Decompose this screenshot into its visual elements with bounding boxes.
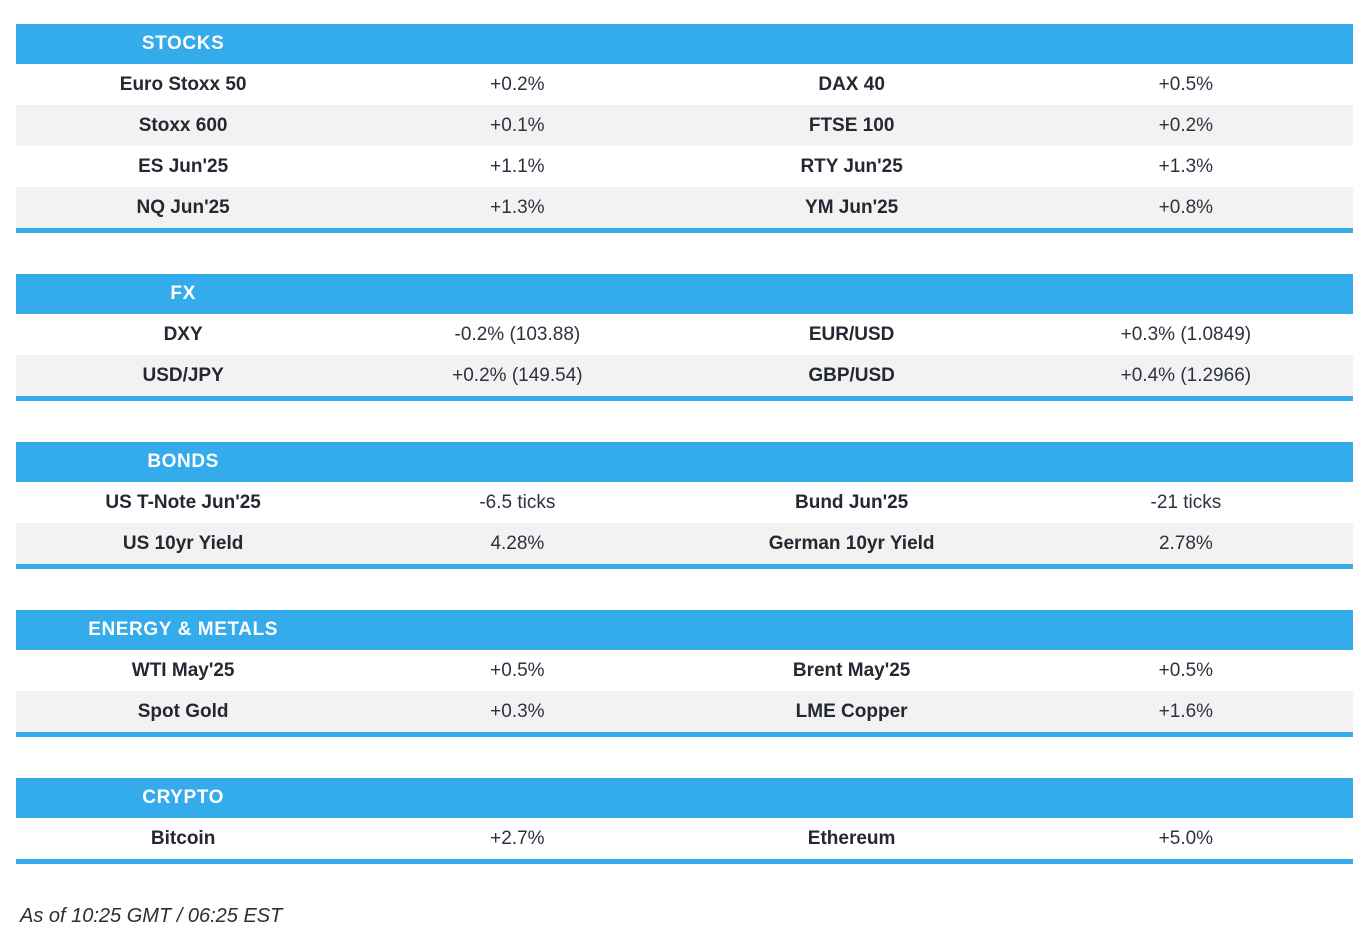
instrument-value: +0.3% (1.0849) xyxy=(1120,323,1252,345)
table-row: DXY -0.2% (103.88) EUR/USD +0.3% (1.0849… xyxy=(16,314,1353,355)
instrument-value: +5.0% xyxy=(1158,827,1214,849)
section-header: ENERGY & METALS xyxy=(16,610,1353,650)
instrument-label: FTSE 100 xyxy=(808,114,895,136)
instrument-value: +1.6% xyxy=(1158,700,1214,722)
section-bonds: BONDS US T-Note Jun'25 -6.5 ticks Bund J… xyxy=(16,442,1353,569)
table-row: US 10yr Yield 4.28% German 10yr Yield 2.… xyxy=(16,523,1353,564)
instrument-label: Stoxx 600 xyxy=(138,114,228,136)
table-row: WTI May'25 +0.5% Brent May'25 +0.5% xyxy=(16,650,1353,691)
instrument-value: +0.3% xyxy=(490,700,545,722)
table-row: USD/JPY +0.2% (149.54) GBP/USD +0.4% (1.… xyxy=(16,355,1353,396)
instrument-value: 4.28% xyxy=(490,532,545,554)
section-header: STOCKS xyxy=(16,24,1353,64)
instrument-label: Bund Jun'25 xyxy=(795,491,909,513)
as-of-timestamp: As of 10:25 GMT / 06:25 EST xyxy=(20,905,283,927)
instrument-label: USD/JPY xyxy=(142,364,224,386)
market-summary-table: STOCKS Euro Stoxx 50 +0.2% DAX 40 +0.5% … xyxy=(16,0,1353,864)
instrument-label: Ethereum xyxy=(807,827,896,849)
instrument-value: -21 ticks xyxy=(1150,491,1222,513)
instrument-label: Euro Stoxx 50 xyxy=(119,73,247,95)
section-title: ENERGY & METALS xyxy=(88,619,279,640)
instrument-value: -0.2% (103.88) xyxy=(454,323,581,345)
instrument-value: +0.5% xyxy=(490,659,545,681)
table-row: Spot Gold +0.3% LME Copper +1.6% xyxy=(16,691,1353,732)
section-stocks: STOCKS Euro Stoxx 50 +0.2% DAX 40 +0.5% … xyxy=(16,24,1353,233)
instrument-label: US 10yr Yield xyxy=(122,532,244,554)
instrument-label: US T-Note Jun'25 xyxy=(105,491,261,513)
section-header: FX xyxy=(16,274,1353,314)
section-title: FX xyxy=(170,283,196,304)
instrument-label: German 10yr Yield xyxy=(768,532,935,554)
instrument-label: Spot Gold xyxy=(137,700,229,722)
table-row: Euro Stoxx 50 +0.2% DAX 40 +0.5% xyxy=(16,64,1353,105)
section-title: BONDS xyxy=(147,451,219,472)
instrument-value: +0.1% xyxy=(490,114,545,136)
instrument-label: NQ Jun'25 xyxy=(136,196,230,218)
instrument-label: Brent May'25 xyxy=(792,659,911,681)
section-header: BONDS xyxy=(16,442,1353,482)
instrument-value: +1.3% xyxy=(490,196,545,218)
instrument-label: Bitcoin xyxy=(150,827,216,849)
table-row: Bitcoin +2.7% Ethereum +5.0% xyxy=(16,818,1353,859)
instrument-value: +0.4% (1.2966) xyxy=(1120,364,1252,386)
instrument-value: +1.1% xyxy=(490,155,545,177)
instrument-value: +0.5% xyxy=(1158,659,1214,681)
instrument-label: ES Jun'25 xyxy=(138,155,229,177)
table-row: NQ Jun'25 +1.3% YM Jun'25 +0.8% xyxy=(16,187,1353,228)
table-row: Stoxx 600 +0.1% FTSE 100 +0.2% xyxy=(16,105,1353,146)
instrument-value: 2.78% xyxy=(1158,532,1213,554)
instrument-value: +0.2% xyxy=(1158,114,1214,136)
instrument-value: +0.2% xyxy=(490,73,545,95)
section-energy-metals: ENERGY & METALS WTI May'25 +0.5% Brent M… xyxy=(16,610,1353,737)
instrument-label: YM Jun'25 xyxy=(805,196,899,218)
section-fx: FX DXY -0.2% (103.88) EUR/USD +0.3% (1.0… xyxy=(16,274,1353,401)
instrument-label: EUR/USD xyxy=(808,323,895,345)
instrument-value: +0.8% xyxy=(1158,196,1214,218)
instrument-label: GBP/USD xyxy=(808,364,895,386)
instrument-label: WTI May'25 xyxy=(131,659,235,681)
table-row: US T-Note Jun'25 -6.5 ticks Bund Jun'25 … xyxy=(16,482,1353,523)
instrument-label: LME Copper xyxy=(795,700,908,722)
section-crypto: CRYPTO Bitcoin +2.7% Ethereum +5.0% xyxy=(16,778,1353,864)
instrument-value: +0.2% (149.54) xyxy=(452,364,583,386)
instrument-label: DAX 40 xyxy=(818,73,885,95)
section-title: STOCKS xyxy=(141,33,225,54)
section-title: CRYPTO xyxy=(142,787,224,808)
instrument-value: +0.5% xyxy=(1158,73,1214,95)
instrument-value: +1.3% xyxy=(1158,155,1214,177)
instrument-value: +2.7% xyxy=(490,827,545,849)
instrument-value: -6.5 ticks xyxy=(479,491,556,513)
instrument-label: RTY Jun'25 xyxy=(800,155,903,177)
section-header: CRYPTO xyxy=(16,778,1353,818)
table-row: ES Jun'25 +1.1% RTY Jun'25 +1.3% xyxy=(16,146,1353,187)
instrument-label: DXY xyxy=(163,323,203,345)
